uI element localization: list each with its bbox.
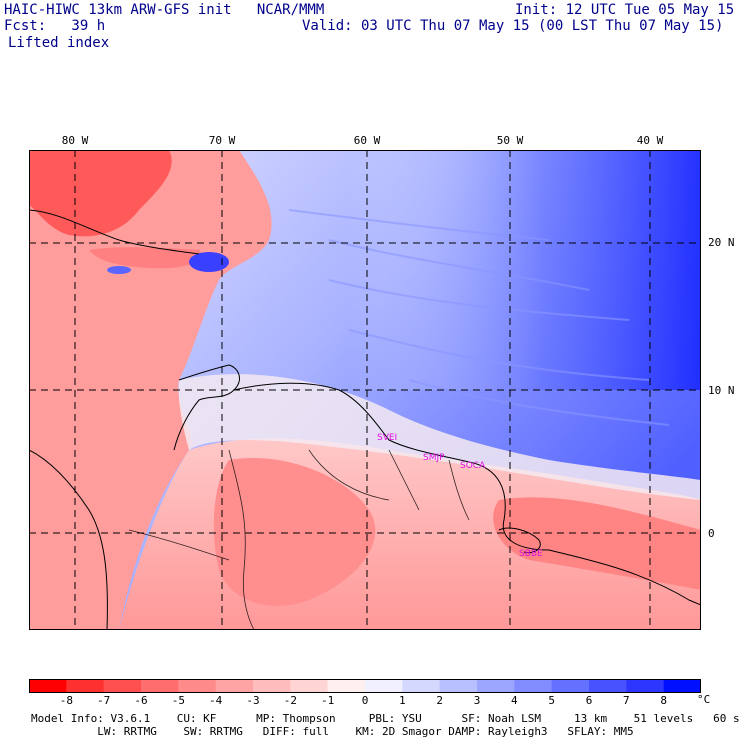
colorbar-swatch	[253, 679, 291, 693]
colorbar-swatch	[29, 679, 67, 693]
colorbar-swatch	[103, 679, 142, 693]
header-forecast: Fcst: 39 h	[4, 18, 106, 34]
blue-cell-small	[107, 266, 131, 274]
station-label-sbbe: SBBE	[519, 549, 543, 559]
hispaniola-area	[89, 247, 202, 269]
colorbar-swatch	[215, 679, 254, 693]
colorbar-tick-label: 8	[660, 694, 667, 707]
station-label-smjp: SMJP	[423, 453, 445, 463]
colorbar-swatch	[365, 679, 403, 693]
amazon-deep-unstable	[213, 458, 376, 606]
header-valid: Valid: 03 UTC Thu 07 May 15 (00 LST Thu …	[302, 18, 724, 34]
header-init: Init: 12 UTC Tue 05 May 15	[515, 2, 735, 18]
colorbar-swatch	[178, 679, 217, 693]
colorbar-swatch	[626, 679, 665, 693]
colorbar-swatch	[589, 679, 627, 693]
colorbar-swatch	[663, 679, 701, 693]
lat-label-0: 0	[708, 527, 715, 540]
colorbar-tick-label: 3	[473, 694, 481, 707]
lon-label-70w: 70 W	[208, 134, 236, 147]
colorbar-tick-label: -1	[321, 694, 335, 707]
colorbar-swatch	[551, 679, 590, 693]
colorbar-tick-label: 7	[623, 694, 630, 707]
lon-label-60w: 60 W	[353, 134, 381, 147]
colorbar-swatch	[290, 679, 329, 693]
colorbar-swatch	[402, 679, 441, 693]
colorbar-tick-label: -2	[283, 694, 297, 707]
colorbar-tick-label: 2	[436, 694, 443, 707]
colorbar-swatch	[327, 679, 366, 693]
neutral-band	[178, 374, 701, 500]
field-name: Lifted index	[8, 35, 110, 51]
stability-streaks	[288, 209, 670, 426]
lon-label-80w: 80 W	[61, 134, 89, 147]
colorbar-tick-label: -3	[246, 694, 260, 707]
colorbar-tick-label: 4	[511, 694, 518, 707]
coastlines	[29, 209, 701, 630]
station-label-soca: SOCA	[460, 461, 486, 471]
colorbar-tick-label: 5	[548, 694, 555, 707]
colorbar-swatch	[477, 679, 515, 693]
station-label-svei: SVEI	[377, 433, 397, 443]
lon-label-50w: 50 W	[496, 134, 524, 147]
model-info-line2: LW: RRTMG SW: RRTMG DIFF: full KM: 2D Sm…	[31, 725, 634, 738]
colorbar-swatch	[439, 679, 478, 693]
colorbar-tick-label: 6	[585, 694, 593, 707]
colorbar-swatch	[141, 679, 179, 693]
lon-label-40w: 40 W	[636, 134, 664, 147]
graticule	[29, 150, 701, 630]
lifted-index-map: SVEI SMJP SOCA SBBE	[29, 150, 701, 630]
colorbar-tick-label: 1	[399, 694, 406, 707]
northwest-strong-unstable	[29, 150, 172, 237]
atlantic-south-unstable	[493, 497, 701, 590]
lat-label-20n: 20 N	[708, 236, 735, 249]
colorbar-tick-label: -8	[59, 694, 73, 707]
colorbar-tick-label: 0	[361, 694, 369, 707]
colorbar-swatch	[66, 679, 105, 693]
colorbar-unit: °C	[697, 693, 711, 706]
colorbar-tick-label: -4	[209, 694, 223, 707]
header-title: HAIC-HIWC 13km ARW-GFS init NCAR/MMM	[4, 2, 325, 18]
colorbar-swatch	[514, 679, 553, 693]
colorbar-tick-label: -7	[97, 694, 111, 707]
northern-strong-stability	[349, 150, 701, 390]
model-info-line1: Model Info: V3.6.1 CU: KF MP: Thompson P…	[31, 712, 740, 725]
blue-cell	[189, 252, 229, 272]
lifted-index-colorbar	[29, 679, 701, 693]
lat-label-10n: 10 N	[708, 384, 735, 397]
colorbar-tick-label: -6	[134, 694, 148, 707]
colorbar-tick-label: -5	[171, 694, 185, 707]
